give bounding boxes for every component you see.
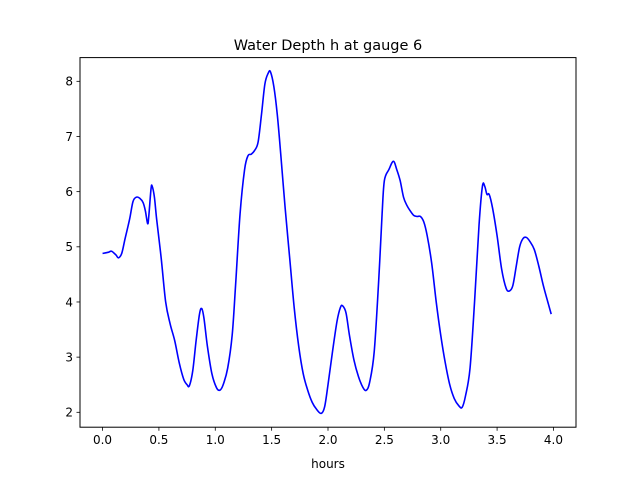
x-axis: 0.0 0.5 1.0 1.5 2.0 2.5 3.0 3.5 4.0 (93, 427, 563, 447)
x-tick-label: 0.0 (93, 433, 112, 447)
y-tick-label: 3 (65, 350, 73, 364)
y-tick-label: 5 (65, 240, 73, 254)
x-tick-label: 2.0 (318, 433, 337, 447)
y-tick-label: 2 (65, 406, 73, 420)
plot-area (102, 69, 552, 415)
water-depth-series-line (102, 69, 552, 415)
y-tick-label: 4 (65, 295, 73, 309)
chart-title: Water Depth h at gauge 6 (234, 38, 422, 54)
y-tick-label: 8 (65, 75, 73, 89)
x-tick-label: 4.0 (544, 433, 563, 447)
x-tick-label: 3.5 (488, 433, 507, 447)
x-tick-label: 0.5 (149, 433, 168, 447)
y-axis: 2 3 4 5 6 7 8 (65, 75, 80, 420)
y-tick-label: 7 (65, 130, 73, 144)
y-tick-label: 6 (65, 185, 73, 199)
x-axis-label: hours (311, 457, 345, 471)
x-tick-label: 2.5 (375, 433, 394, 447)
x-tick-label: 3.0 (431, 433, 450, 447)
x-tick-label: 1.0 (206, 433, 225, 447)
x-tick-label: 1.5 (262, 433, 281, 447)
